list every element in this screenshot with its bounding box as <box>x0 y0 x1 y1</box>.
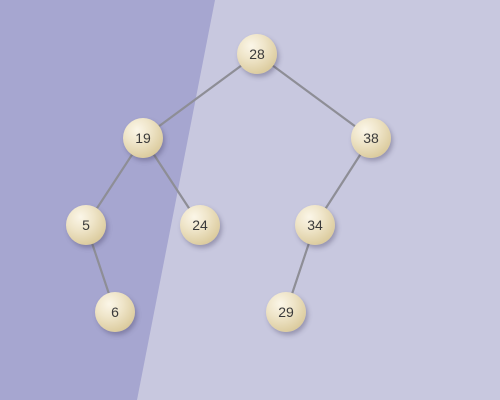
node-label: 6 <box>111 304 119 320</box>
node-label: 29 <box>278 304 294 320</box>
tree-node-38: 38 <box>351 118 391 158</box>
background-shade <box>0 0 215 400</box>
node-label: 28 <box>249 46 265 62</box>
node-label: 5 <box>82 217 90 233</box>
node-label: 19 <box>135 130 151 146</box>
node-label: 24 <box>192 217 208 233</box>
tree-node-28: 28 <box>237 34 277 74</box>
node-label: 34 <box>307 217 323 233</box>
tree-edge-28-38 <box>256 53 372 139</box>
tree-node-19: 19 <box>123 118 163 158</box>
tree-edge-28-19 <box>142 53 258 139</box>
tree-node-6: 6 <box>95 292 135 332</box>
tree-node-24: 24 <box>180 205 220 245</box>
tree-node-29: 29 <box>266 292 306 332</box>
tree-node-34: 34 <box>295 205 335 245</box>
node-label: 38 <box>363 130 379 146</box>
tree-node-5: 5 <box>66 205 106 245</box>
